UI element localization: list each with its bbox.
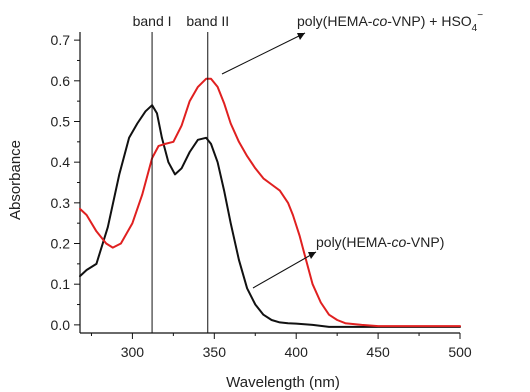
y-tick-label: 0.1 [51, 276, 71, 292]
x-tick-label: 350 [203, 344, 227, 360]
y-tick-label: 0.4 [51, 154, 71, 170]
x-tick-label: 300 [121, 344, 145, 360]
series-line-red [79, 77, 461, 328]
series-line-black [79, 104, 461, 328]
band-markers: band I band II [133, 13, 229, 333]
x-tick-label: 450 [366, 344, 390, 360]
tick-group: 300 350 400 450 500 0.0 0.1 0.2 0.3 0.4 0.5 0.6 0.7 [51, 32, 472, 360]
y-axis-title: Absorbance [7, 140, 24, 220]
y-tick-label: 0.5 [51, 113, 71, 129]
x-tick-label: 400 [285, 344, 309, 360]
red-series-label: poly(HEMA-co-VNP) + HSO4− [297, 10, 483, 34]
x-tick-label: 500 [448, 344, 472, 360]
band-label: band I [133, 13, 172, 29]
black-series-arrow [252, 251, 317, 289]
x-axis-title: Wavelength (nm) [226, 374, 340, 391]
red-series-arrow [221, 32, 306, 75]
band-label: band II [186, 13, 229, 29]
y-tick-label: 0.2 [51, 236, 71, 252]
y-tick-label: 0.7 [51, 32, 71, 48]
y-tick-label: 0.6 [51, 73, 71, 89]
series-group [79, 77, 461, 328]
red-series-arrowhead [297, 33, 305, 40]
y-tick-label: 0.3 [51, 195, 71, 211]
black-series-arrowhead [308, 252, 316, 259]
black-series-label: poly(HEMA-co-VNP) [316, 234, 444, 250]
y-tick-label: 0.0 [51, 317, 71, 333]
